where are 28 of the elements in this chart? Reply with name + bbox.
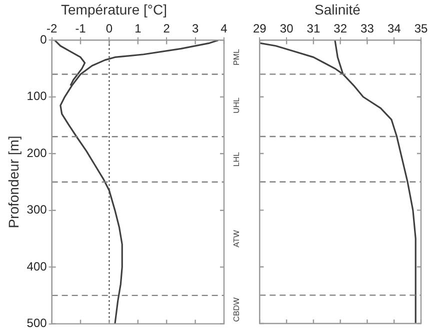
x-tick-label: 32 (334, 21, 348, 36)
y-tick-label: 0 (40, 32, 48, 47)
y-tick-label: 100 (26, 89, 48, 104)
y-tick-label: 400 (26, 259, 48, 274)
x-tick-label: 30 (280, 21, 294, 36)
text: PML (232, 48, 242, 66)
chart-title: Salinité (314, 1, 361, 18)
x-tick-label: 1 (134, 21, 142, 36)
y-tick-label: 300 (26, 202, 48, 217)
text: ATW (232, 230, 242, 248)
text: LHL (232, 151, 242, 167)
x-tick-label: 34 (387, 21, 402, 36)
x-tick-label: -2 (46, 21, 58, 36)
x-tick-label: 29 (252, 21, 267, 36)
x-tick-label: -1 (75, 21, 86, 36)
x-tick-label: 3 (192, 21, 199, 36)
y-tick-label: 200 (26, 146, 48, 160)
text: UHL (232, 96, 242, 114)
x-tick-label: 0 (106, 21, 113, 36)
x-tick-label: 2 (163, 21, 170, 36)
chart-title: Température [°C] (61, 1, 167, 18)
x-tick-label: 35 (414, 21, 428, 36)
y-axis-title: Profondeur [m] (5, 136, 22, 228)
x-tick-label: 4 (220, 21, 228, 36)
x-tick-label: 33 (360, 21, 374, 36)
text: CBDW (232, 296, 242, 322)
y-tick-label: 500 (26, 316, 48, 330)
x-tick-label: 31 (306, 21, 320, 36)
